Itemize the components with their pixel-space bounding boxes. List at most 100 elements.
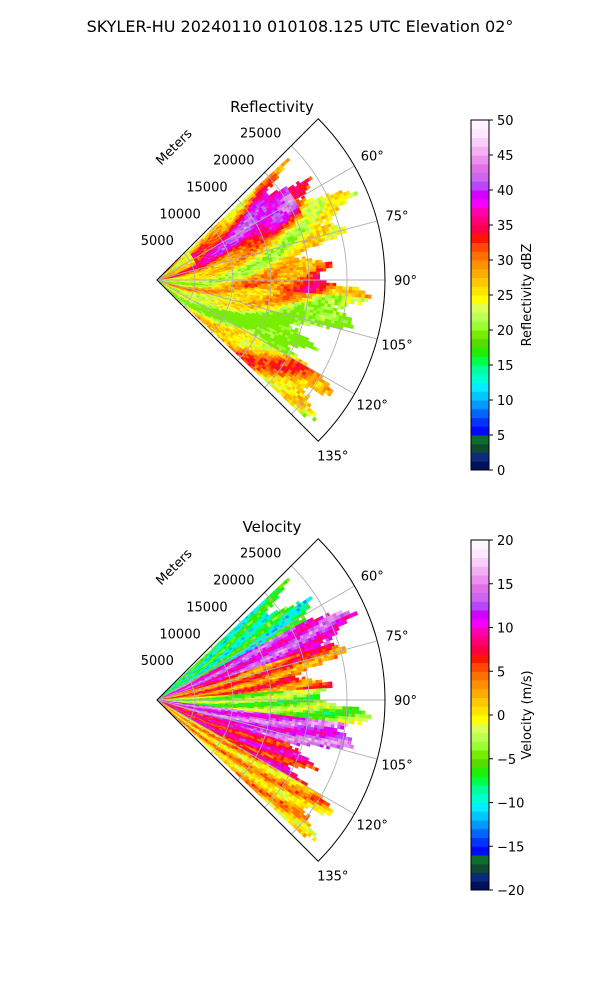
colorbar-swatch: [471, 426, 489, 436]
radar-cell: [277, 271, 281, 274]
radar-cell: [302, 266, 307, 270]
reflectivity-panel: Reflectivity50001000015000200002500060°7…: [141, 98, 535, 479]
colorbar-swatch: [471, 260, 489, 270]
radar-cell: [329, 282, 334, 287]
radar-cell: [283, 282, 288, 285]
colorbar-tick-label: 15: [497, 359, 514, 374]
radar-cell: [293, 284, 298, 288]
radar-cell: [315, 268, 320, 272]
radar-cell: [260, 274, 265, 277]
radar-cell: [303, 271, 307, 276]
radar-cell: [280, 273, 285, 276]
colorbar-tick-label: 20: [497, 324, 514, 339]
radar-cell: [348, 289, 353, 294]
colorbar-swatch: [471, 400, 489, 410]
colorbar-swatch: [471, 233, 489, 243]
radar-cell: [280, 281, 285, 285]
radar-cell: [367, 294, 372, 299]
radar-cell: [341, 295, 346, 300]
radar-cell: [296, 284, 301, 288]
radar-cell: [309, 263, 313, 267]
radar-cell: [309, 271, 314, 275]
radar-cell: [325, 264, 330, 269]
radar-cell: [273, 281, 278, 285]
colorbar-swatch: [471, 373, 489, 383]
colorbar-swatch: [471, 356, 489, 366]
radar-cell: [290, 284, 294, 288]
radar-cell: [319, 265, 323, 269]
radar-cell: [364, 294, 369, 299]
radar-cell: [332, 288, 337, 293]
radar-cell: [364, 297, 369, 303]
radar-cell: [322, 291, 327, 295]
radar-cell: [355, 286, 360, 291]
colorbar-swatch: [471, 128, 489, 138]
radar-cell: [312, 263, 317, 267]
radar-cell: [331, 295, 336, 299]
radar-cell: [319, 291, 323, 295]
radar-cell: [286, 272, 291, 276]
radar-cell: [309, 268, 314, 273]
radar-cell: [309, 266, 314, 270]
radar-cell: [283, 270, 288, 274]
colorbar-swatch: [471, 146, 489, 156]
colorbar-tick-label: 5: [497, 429, 505, 444]
r-tick-label: 15000: [186, 180, 227, 195]
radar-cell: [260, 276, 265, 279]
radar-cell: [296, 267, 301, 271]
radar-cell: [273, 275, 278, 279]
radar-cell: [351, 293, 356, 298]
radar-cell: [296, 269, 301, 273]
radar-cell: [303, 274, 308, 278]
radar-cell: [325, 291, 330, 296]
radar-cell: [322, 285, 327, 290]
radar-cell: [306, 282, 311, 286]
radar-cell: [325, 285, 330, 290]
radar-cell: [312, 285, 317, 289]
radar-cell: [254, 276, 259, 279]
theta-tick-label: 90°: [394, 274, 417, 289]
radar-cell: [322, 267, 327, 272]
radar-cell: [296, 272, 301, 276]
radial-axis-label: Meters: [154, 126, 196, 168]
colorbar-swatch: [471, 417, 489, 427]
velocity-panel: Velocity50001000015000200002500060°75°90…: [141, 518, 535, 899]
colorbar-swatch: [471, 190, 489, 200]
radar-cell: [283, 275, 288, 278]
colorbar-label: Reflectivity dBZ: [520, 244, 535, 347]
colorbar-swatch: [471, 207, 489, 217]
radar-cell: [290, 272, 294, 276]
r-tick-label: 20000: [213, 154, 254, 169]
radar-cell: [247, 276, 252, 279]
radar-cell: [325, 288, 330, 293]
colorbar-swatch: [471, 382, 489, 392]
colorbar-swatch: [471, 347, 489, 357]
radar-cell: [315, 262, 320, 267]
r-tick-label: 10000: [159, 207, 200, 222]
radar-cell: [322, 265, 327, 269]
colorbar-swatch: [471, 330, 489, 340]
radar-cell: [277, 273, 281, 277]
radar-cell: [305, 263, 310, 268]
radar-cell: [340, 305, 345, 310]
radar-cell: [312, 268, 317, 273]
radar-cell: [345, 286, 350, 291]
colorbar-tick-label: 30: [497, 254, 514, 269]
colorbar-swatch: [471, 286, 489, 296]
colorbar-tick-label: 40: [497, 184, 514, 199]
radar-cell: [312, 265, 317, 270]
colorbar-swatch: [471, 312, 489, 322]
colorbar-swatch: [471, 181, 489, 191]
radar-cell: [293, 274, 298, 278]
radar-cell: [299, 287, 304, 291]
radar-cell: [347, 296, 352, 301]
colorbar-swatch: [471, 242, 489, 252]
radar-cell: [351, 286, 356, 291]
panel-title: Reflectivity: [230, 98, 314, 116]
radar-cell: [286, 284, 291, 288]
colorbar-swatch: [471, 443, 489, 453]
colorbar-swatch: [471, 120, 489, 130]
radar-cell: [300, 282, 304, 286]
